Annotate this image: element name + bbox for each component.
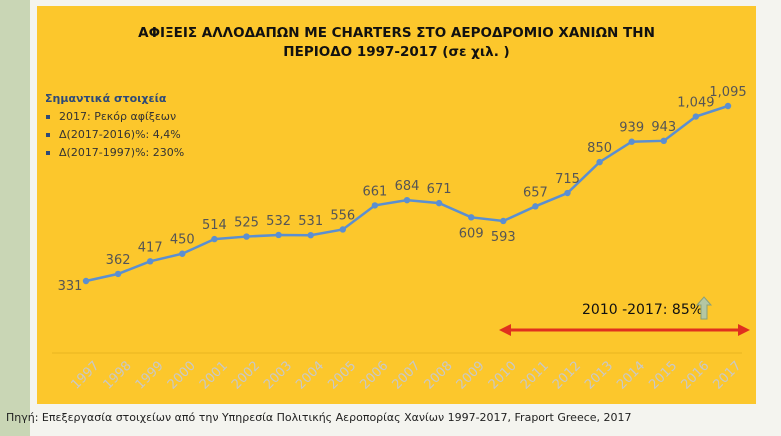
data-point-marker [628,138,635,145]
data-point-marker [660,137,667,145]
data-label: 609 [459,226,484,241]
data-label: 362 [106,253,131,268]
growth-callout: 2010 -2017: 85% [499,296,750,336]
data-point-marker [596,158,603,166]
chart-title: ΑΦΙΞΕΙΣ ΑΛΛΟΔΑΠΩΝ ΜΕ CHARTERS ΣΤΟ ΑΕΡΟΔΡ… [37,24,756,62]
data-label: 661 [362,184,387,199]
data-point-marker [564,189,571,197]
up-arrow-icon [695,296,713,320]
x-axis-tick-label: 2012 [550,359,584,393]
key-facts-list: 2017: Ρεκόρ αφίξεων Δ(2017-2016)%: 4,4% … [45,108,184,162]
key-facts-heading: Σημαντικά στοιχεία [45,92,167,105]
data-label: 671 [427,182,452,197]
data-point-marker [147,258,154,265]
key-fact-item: Δ(2017-2016)%: 4,4% [45,126,184,144]
x-axis-tick-label: 2006 [357,359,391,393]
data-point-marker [500,217,507,225]
left-decorative-strip [0,0,30,436]
x-axis-tick-label: 2010 [486,359,520,393]
x-axis-tick-label: 2000 [165,359,199,393]
data-point-marker [114,270,122,278]
line-series: 331 362 417 450 514 525 532 531 556 661 684 671 609 5… [58,85,747,294]
source-note: Πηγή: Επεξεργασία στοιχείων από την Υπηρ… [6,411,632,424]
data-label: 525 [234,216,259,231]
range-arrow-right-head [738,324,750,336]
data-point-marker [179,250,186,257]
x-axis-tick-label: 2009 [454,359,488,393]
data-point-marker [724,102,732,110]
x-axis-tick-label: 2003 [261,359,295,393]
data-label: 943 [651,120,676,135]
x-axis-tick-label: 2004 [293,359,327,393]
line-chart: 1997199819992000200120022003200420052006… [52,85,750,393]
chart-title-line-1: ΑΦΙΞΕΙΣ ΑΛΛΟΔΑΠΩΝ ΜΕ CHARTERS ΣΤΟ ΑΕΡΟΔΡ… [138,25,655,41]
data-label: 1,095 [709,85,746,100]
data-point-marker [435,199,443,207]
data-point-marker [275,231,282,239]
x-axis-tick-label: 1997 [69,359,103,393]
data-point-marker [692,113,700,120]
x-axis-tick-label: 2001 [197,359,231,393]
x-axis-tick-label: 2015 [646,359,680,393]
data-point-marker [339,226,346,233]
x-axis-tick-label: 1999 [133,359,167,393]
x-axis-tick-label: 2014 [614,359,648,393]
x-axis-tick-label: 2005 [325,359,359,393]
data-label: 850 [587,141,612,156]
x-axis-tick-label: 2011 [518,359,552,393]
data-label: 331 [58,279,83,294]
x-axis-tick-label: 1998 [101,359,135,393]
data-label: 684 [395,179,420,194]
x-axis-tick-label: 2016 [678,359,712,393]
data-point-marker [307,231,314,239]
growth-callout-text: 2010 -2017: 85% [582,302,703,318]
data-label: 531 [298,214,323,229]
data-point-marker [532,203,539,210]
data-label: 532 [266,214,291,229]
data-point-marker [468,214,475,221]
x-axis-tick-label: 2007 [390,359,424,393]
data-label: 939 [619,121,644,136]
chart-title-line-2: ΠΕΡΙΟΔΟ 1997-2017 (σε χιλ. ) [283,44,510,60]
data-label: 417 [138,240,163,255]
data-label: 715 [555,172,580,187]
key-facts-box: Σημαντικά στοιχεία 2017: Ρεκόρ αφίξεων Δ… [45,92,184,162]
range-arrow-left-head [499,324,511,336]
data-point-marker [82,277,90,285]
x-axis-tick-label: 2013 [582,359,616,393]
data-point-marker [243,233,250,240]
data-point-marker [371,202,379,209]
data-label: 450 [170,233,195,248]
double-arrow-icon [499,324,750,336]
key-fact-item: 2017: Ρεκόρ αφίξεων [45,108,184,126]
x-axis-tick-label: 2008 [422,359,456,393]
data-label: 593 [491,230,516,245]
key-fact-item: Δ(2017-1997)%: 230% [45,144,184,162]
data-point-marker [211,235,218,243]
data-point-marker [403,196,411,204]
data-label: 1,049 [677,96,714,111]
data-label: 514 [202,218,227,233]
x-axis-tick-labels: 1997199819992000200120022003200420052006… [69,359,745,393]
x-axis-tick-label: 2017 [711,359,745,393]
x-axis-tick-label: 2002 [229,359,263,393]
data-label: 657 [523,185,548,200]
data-label: 556 [330,208,355,223]
chart-slide: ΑΦΙΞΕΙΣ ΑΛΛΟΔΑΠΩΝ ΜΕ CHARTERS ΣΤΟ ΑΕΡΟΔΡ… [37,6,756,404]
